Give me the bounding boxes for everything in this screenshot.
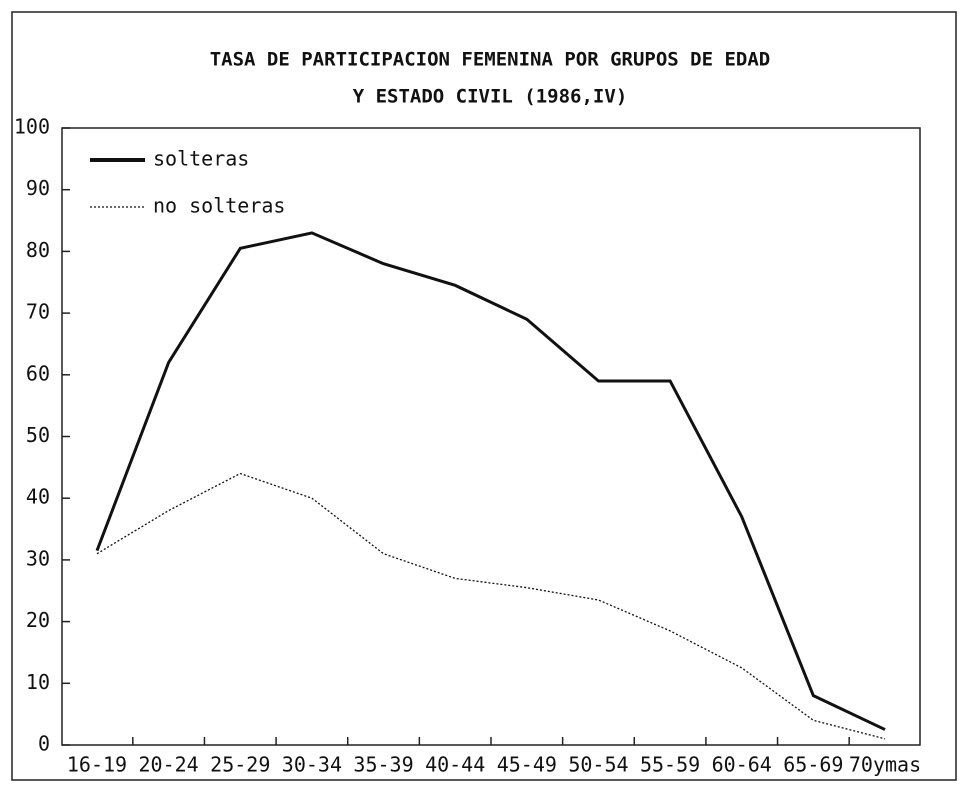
y-tick-label: 40: [26, 485, 50, 509]
x-tick-label: 65-69: [783, 753, 843, 777]
outer-frame: [11, 11, 957, 781]
y-tick-label: 70: [26, 300, 50, 324]
x-tick-label: 40-44: [425, 753, 485, 777]
chart-title: TASA DE PARTICIPACION FEMENINA POR GRUPO…: [210, 49, 771, 71]
y-tick-label: 50: [26, 423, 50, 447]
x-tick-label: 50-54: [568, 753, 628, 777]
x-tick-label: 20-24: [139, 753, 199, 777]
y-tick-label: 90: [26, 176, 50, 200]
y-tick-label: 10: [26, 670, 50, 694]
x-tick-label: 25-29: [210, 753, 270, 777]
y-tick-label: 80: [26, 238, 50, 262]
x-tick-label: 35-39: [353, 753, 413, 777]
x-tick-label: 60-64: [712, 753, 772, 777]
x-tick-label: 16-19: [67, 753, 127, 777]
series-line: [95, 231, 886, 731]
y-tick-label: 100: [14, 115, 50, 139]
x-tick-label: 70ymas: [849, 753, 921, 777]
x-tick-label: 45-49: [497, 753, 557, 777]
chart-title: Y ESTADO CIVIL (1986,IV): [353, 86, 628, 108]
y-tick-label: 30: [26, 546, 50, 570]
series-line: [96, 472, 886, 740]
x-tick-label: 55-59: [640, 753, 700, 777]
x-tick-label: 30-34: [282, 753, 342, 777]
legend-label: no solteras: [153, 194, 285, 218]
legend-label: solteras: [153, 147, 249, 171]
y-tick-label: 20: [26, 608, 50, 632]
y-tick-label: 60: [26, 361, 50, 385]
y-tick-label: 0: [38, 732, 50, 756]
plot-frame: [61, 127, 921, 746]
